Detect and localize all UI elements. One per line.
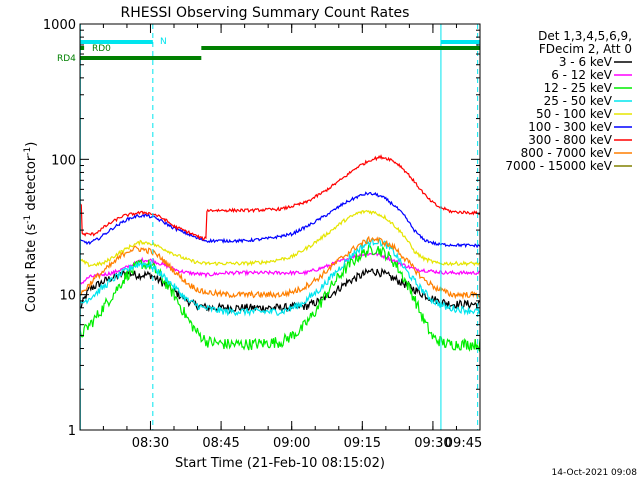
y-tick-label: 100 [51,153,76,168]
y-axis-label-sup1: -1 [23,215,33,224]
chart-title: RHESSI Observing Summary Count Rates [121,5,410,21]
legend-entry-label-0: 3 - 6 keV [559,55,613,69]
x-tick-label: 09:30 [414,436,451,451]
flag-bar-rd0-1 [201,46,480,50]
x-tick-label: 08:30 [132,436,169,451]
flag-bar-n-1 [440,40,480,44]
flag-label-n: N [160,37,167,47]
y-axis-label-mid: detector [24,155,39,215]
series-line-4 [79,209,481,268]
legend-entry-label-1: 6 - 12 keV [551,68,613,82]
legend-entry-label-2: 12 - 25 keV [544,81,613,95]
y-axis-label-end: ) [24,142,39,147]
flag-bar-rd4-0 [80,56,202,60]
legend-header-line-1: Det 1,3,4,5,6,9, [538,29,632,43]
x-tick-label: 09:00 [273,436,310,451]
flag-label-rd4: RD4 [57,54,76,64]
x-tick-label: 09:45 [445,436,482,451]
legend-entry-label-6: 300 - 800 keV [528,133,612,147]
y-axis-label-main: Count Rate (s [24,224,39,313]
legend-header-line-2: FDecim 2, Att 0 [539,42,632,56]
data-series-group [79,154,481,352]
flag-bar-n-0 [80,40,153,44]
series-line-3 [79,236,481,317]
series-line-2 [79,244,481,352]
legend-entry-label-3: 25 - 50 keV [544,94,613,108]
flag-bar-rd0-0 [80,46,85,50]
legend-entry-label-8: 7000 - 15000 keV [505,159,612,173]
legend-entry-label-7: 800 - 7000 keV [521,146,613,160]
series-line-7 [79,235,480,300]
y-tick-label: 10 [59,289,76,304]
x-axis-label: Start Time (21-Feb-10 08:15:02) [175,456,385,471]
y-axis-label: Count Rate (s-1 detector-1) [23,142,39,313]
series-line-5 [79,191,481,249]
x-tick-label: 08:45 [202,436,239,451]
x-tick-label: 09:15 [344,436,381,451]
flag-bars-group: N RD0 RD4 [57,24,480,430]
y-tick-label: 1 [68,424,76,439]
legend-entry-label-5: 100 - 300 keV [528,120,612,134]
legend: Det 1,3,4,5,6,9, FDecim 2, Att 0 3 - 6 k… [505,29,632,173]
footer-date: 14-Oct-2021 09:08 [552,468,638,478]
series-line-0 [79,267,481,315]
legend-entry-label-4: 50 - 100 keV [536,107,613,121]
plot-frame [79,23,481,431]
y-axis-label-sup2: -1 [23,147,33,156]
y-tick-label: 1000 [43,18,76,33]
flag-label-rd0: RD0 [92,44,111,54]
series-line-6 [79,154,481,241]
